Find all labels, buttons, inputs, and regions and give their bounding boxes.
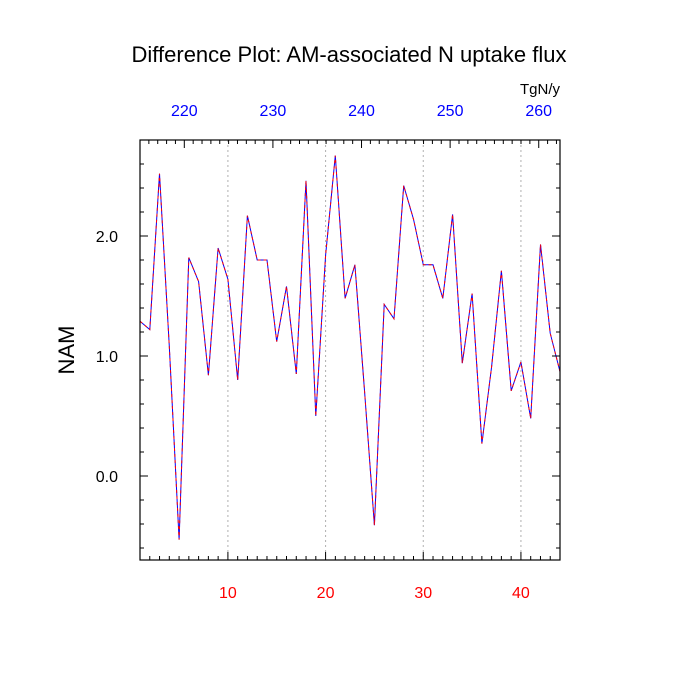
series-layer [139,155,561,540]
y-tick-label-0: 0.0 [96,469,118,486]
top-tick-label-240: 240 [348,103,375,120]
bottom-tick-label-10: 10 [219,585,237,602]
plot-frame [139,139,561,561]
y-tick-label-2: 2.0 [96,229,118,246]
top-tick-label-230: 230 [260,103,287,120]
bottom-tick-label-40: 40 [512,585,530,602]
y-axis-label: NAM [54,326,79,375]
top-tick-label-260: 260 [525,103,552,120]
top-tick-label-220: 220 [171,103,198,120]
top-axis-unit: TgN/y [520,81,561,98]
series-line-0 [139,155,561,540]
chart-title: Difference Plot: AM-associated N uptake … [132,42,567,67]
top-tick-label-250: 250 [437,103,464,120]
bottom-tick-label-30: 30 [414,585,432,602]
axis-layer: 10 20 30 40 220 230 240 250 260 0.0 1.0 2.0 [96,103,561,602]
grid-layer [227,140,522,560]
bottom-tick-label-20: 20 [317,585,335,602]
series-line-base-0 [139,155,561,540]
y-tick-label-1: 1.0 [96,349,118,366]
